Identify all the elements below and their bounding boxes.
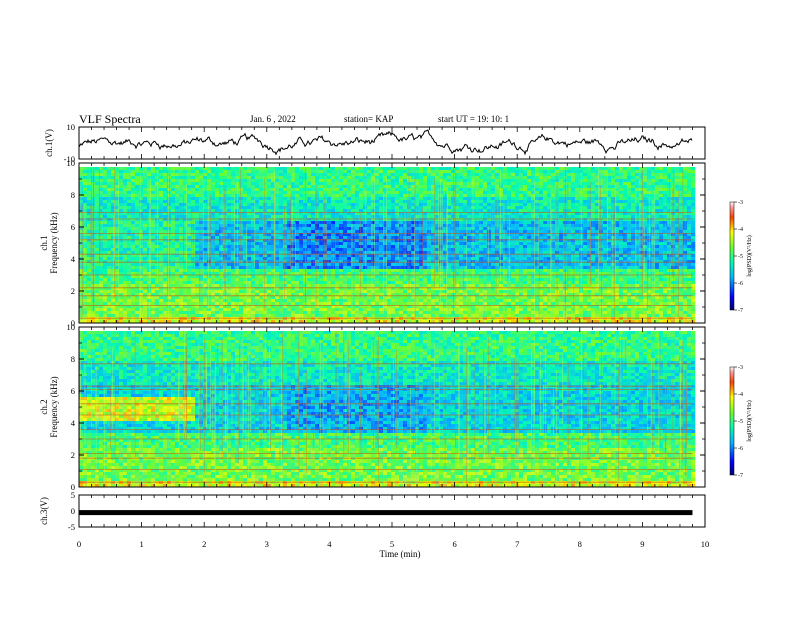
station-label: station= KAP [344,114,393,124]
figure-title: VLF Spectra [79,112,141,126]
ch1-waveform-panel: 10 -10 ch.1(V) [44,122,706,164]
date-label: Jan. 6 , 2022 [250,114,296,124]
ch1-waveform-trace [78,129,693,156]
ytick-label: 10 [67,122,76,132]
ch1-waveform-ylabel: ch.1(V) [44,129,54,157]
ch1-yticks: 10 -10 [64,122,75,164]
start-time-label: start UT = 19: 10: 1 [438,114,509,124]
ytick-label: -10 [64,154,75,164]
